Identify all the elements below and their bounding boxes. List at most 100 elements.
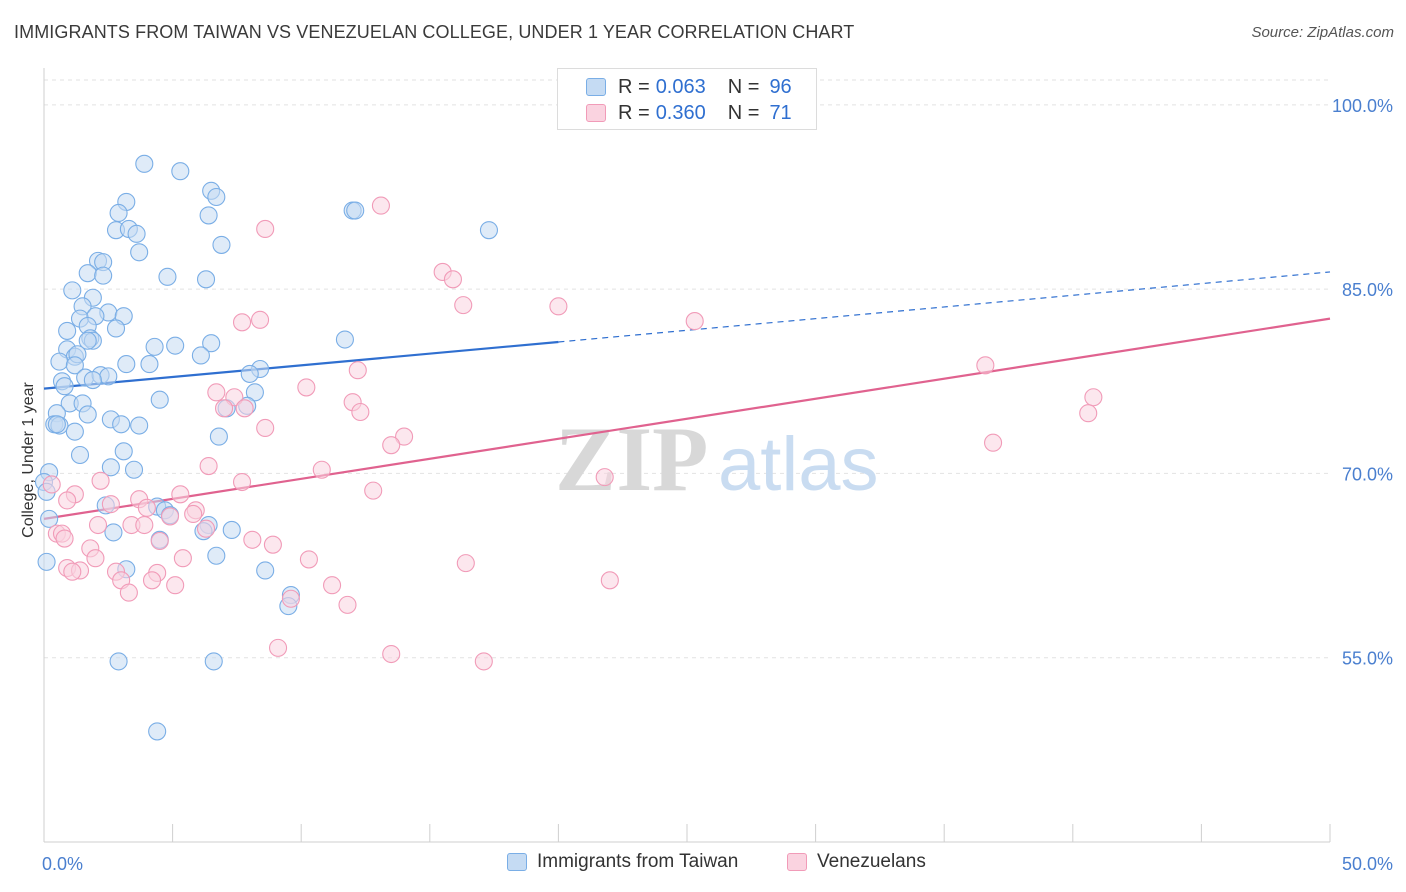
point-s0-61 bbox=[78, 405, 97, 424]
legend-row-taiwan: R = 0.063 N = 96 bbox=[586, 74, 792, 100]
series-legend: Immigrants from Taiwan Venezuelans bbox=[0, 851, 1406, 877]
point-s1-39 bbox=[160, 507, 180, 526]
legend-r-value-venezuelans: 0.360 bbox=[655, 101, 706, 124]
watermark-atlas: atlas bbox=[718, 422, 879, 507]
series-swatch-venezuelans bbox=[787, 853, 807, 871]
point-s0-54 bbox=[245, 383, 264, 402]
legend-swatch-venezuelans bbox=[586, 104, 606, 122]
watermark-zip: ZIP bbox=[555, 408, 708, 510]
y-tick-label-3: 55.0% bbox=[1342, 649, 1393, 669]
point-s0-7 bbox=[109, 203, 128, 223]
point-s1-65 bbox=[119, 583, 138, 602]
point-s1-53 bbox=[299, 550, 318, 569]
y-tick-label-1: 85.0% bbox=[1342, 280, 1393, 300]
point-s1-63 bbox=[323, 576, 342, 595]
point-s1-20 bbox=[256, 418, 275, 438]
point-s1-57 bbox=[63, 562, 82, 581]
point-s1-67 bbox=[338, 595, 357, 614]
point-s1-42 bbox=[135, 515, 154, 535]
stats-legend: R = 0.063 N = 96 R = 0.360 N = 71 bbox=[557, 68, 817, 130]
legend-row-venezuelans: R = 0.360 N = 71 bbox=[586, 100, 792, 126]
point-s1-24 bbox=[199, 457, 218, 476]
point-s1-27 bbox=[91, 471, 110, 490]
x-tick-label-1: 50.0% bbox=[1342, 854, 1393, 874]
point-s1-38 bbox=[184, 504, 203, 524]
point-s1-13 bbox=[225, 388, 244, 407]
point-s0-66 bbox=[112, 415, 131, 434]
point-s1-3 bbox=[443, 270, 462, 289]
grid-lines bbox=[44, 79, 1330, 659]
point-s1-5 bbox=[549, 297, 568, 316]
point-s0-29 bbox=[106, 319, 126, 338]
point-s0-35 bbox=[145, 337, 164, 356]
point-s0-93 bbox=[109, 652, 128, 671]
point-s0-53 bbox=[55, 377, 74, 396]
point-s1-49 bbox=[263, 535, 282, 554]
trend-extension-0 bbox=[558, 271, 1331, 343]
point-s0-17 bbox=[78, 264, 97, 283]
point-s1-26 bbox=[595, 468, 614, 487]
legend-r-label-taiwan: R = bbox=[618, 75, 650, 98]
point-s0-9 bbox=[479, 221, 499, 240]
point-s0-88 bbox=[37, 552, 56, 571]
point-s0-55 bbox=[150, 390, 169, 409]
legend-r-value-taiwan: 0.063 bbox=[655, 75, 706, 98]
point-s1-64 bbox=[166, 576, 185, 595]
point-s0-95 bbox=[148, 722, 167, 741]
point-s1-30 bbox=[364, 481, 383, 500]
trend-lines bbox=[43, 271, 1331, 520]
point-s1-54 bbox=[456, 554, 475, 573]
point-s1-16 bbox=[214, 399, 234, 418]
point-s0-51 bbox=[83, 371, 102, 390]
point-s0-13 bbox=[212, 235, 231, 254]
point-s0-73 bbox=[124, 460, 144, 479]
point-s0-87 bbox=[207, 546, 226, 565]
point-s0-42 bbox=[65, 356, 84, 375]
point-s1-18 bbox=[351, 402, 370, 422]
point-s1-10 bbox=[348, 361, 367, 380]
point-s1-25 bbox=[312, 460, 331, 479]
trend-line-0 bbox=[43, 340, 559, 390]
legend-swatch-taiwan bbox=[586, 78, 606, 96]
point-s0-20 bbox=[196, 270, 216, 289]
series-legend-venezuelans: Venezuelans bbox=[787, 851, 926, 873]
point-s0-83 bbox=[222, 520, 241, 539]
point-s1-68 bbox=[269, 638, 288, 657]
series-label-taiwan: Immigrants from Taiwan bbox=[537, 851, 739, 872]
point-s0-6 bbox=[346, 201, 365, 220]
point-s1-8 bbox=[685, 312, 704, 331]
point-s0-72 bbox=[101, 458, 120, 477]
legend-n-value-taiwan: 96 bbox=[769, 75, 792, 98]
point-s0-90 bbox=[256, 561, 275, 580]
legend-r-label-venezuelans: R = bbox=[618, 101, 650, 124]
point-s0-43 bbox=[117, 355, 136, 374]
axes bbox=[43, 68, 1331, 843]
series-swatch-taiwan bbox=[507, 853, 527, 871]
point-s1-48 bbox=[150, 531, 169, 551]
point-s1-0 bbox=[371, 196, 390, 215]
point-s1-6 bbox=[250, 310, 270, 329]
axis-labels: 100.0% 85.0% 70.0% 55.0% 0.0% 50.0% College, U… bbox=[20, 96, 1393, 874]
chart-title: IMMIGRANTS FROM TAIWAN VS VENEZUELAN COL… bbox=[14, 22, 855, 42]
point-s1-1 bbox=[256, 219, 275, 238]
point-s1-23 bbox=[984, 433, 1003, 452]
point-s1-52 bbox=[173, 549, 192, 568]
point-s1-31 bbox=[171, 485, 190, 504]
y-tick-label-2: 70.0% bbox=[1342, 464, 1393, 484]
point-s1-41 bbox=[88, 515, 108, 535]
legend-n-value-venezuelans: 71 bbox=[769, 101, 792, 124]
trend-line-1 bbox=[43, 317, 1331, 520]
point-s0-12 bbox=[127, 224, 146, 243]
point-s1-35 bbox=[101, 495, 120, 514]
point-s0-85 bbox=[104, 523, 123, 542]
point-s0-70 bbox=[114, 442, 133, 461]
point-s0-18 bbox=[94, 266, 113, 285]
point-s1-36 bbox=[137, 498, 156, 517]
y-axis-label: College, Under 1 year bbox=[20, 382, 37, 538]
point-s1-51 bbox=[86, 549, 105, 568]
point-s1-29 bbox=[42, 475, 61, 494]
point-s1-43 bbox=[196, 519, 216, 538]
point-s1-19 bbox=[1079, 404, 1098, 423]
point-s0-37 bbox=[202, 334, 221, 353]
point-s0-36 bbox=[166, 336, 185, 355]
